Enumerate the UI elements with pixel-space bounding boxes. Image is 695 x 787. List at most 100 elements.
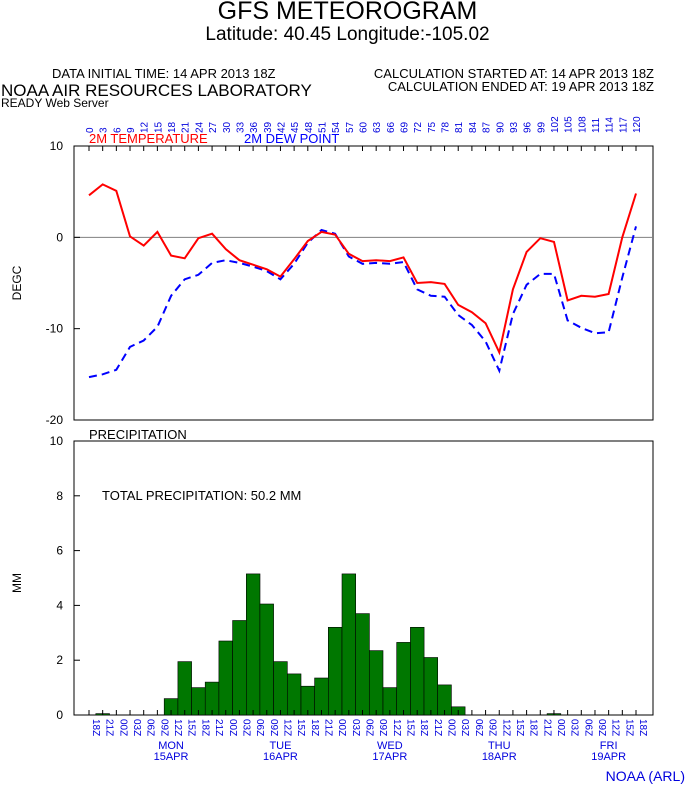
legend-dewpoint: 2M DEW POINT [244,131,339,146]
forecast-hour-label: 96 [523,121,534,133]
precip-bar [286,673,302,716]
time-label: 15Z [186,719,197,736]
forecast-hour-label: 54 [331,121,342,133]
forecast-hour-label: 78 [441,121,452,133]
time-label: 06Z [582,719,593,736]
forecast-hour-label: 111 [591,117,602,133]
forecast-hour-label: 15 [153,121,164,133]
date-label: 16APR [263,751,298,763]
time-label: 21Z [104,719,115,736]
forecast-hour-label: 63 [372,121,383,133]
forecast-hour-label: 102 [550,116,561,133]
precip-y-tick-label: 0 [56,708,63,722]
time-label: 00Z [117,719,128,736]
day-label: THU [488,740,511,752]
time-label: 06Z [364,719,375,736]
time-label: 09Z [596,719,607,736]
day-label: WED [377,740,403,752]
forecast-hour-label: 72 [413,121,424,133]
time-label: 21Z [432,719,443,736]
lab-name: NOAA AIR RESOURCES LABORATORY [1,81,312,100]
forecast-hour-label: 60 [359,121,370,133]
precip-y-tick-label: 4 [56,598,63,612]
forecast-hour-label: 33 [235,121,246,133]
temp-y-axis-label: DEGC [10,265,24,300]
precip-bar [368,650,384,716]
precip-bar [246,573,261,716]
total-precipitation: TOTAL PRECIPITATION: 50.2 MM [102,488,301,503]
time-label: 00Z [555,719,566,736]
precip-y-tick-label: 10 [50,434,64,448]
temp-y-tick-label: -10 [46,322,64,336]
time-label: 00Z [227,719,238,736]
precip-panel-title: PRECIPITATION [89,427,187,442]
precip-bar [327,626,343,716]
time-label: 06Z [145,719,156,736]
time-label: 21Z [213,719,224,736]
precip-y-tick-label: 8 [56,489,63,503]
precip-bar [355,613,370,716]
temp-y-tick-label: 10 [50,139,64,153]
forecast-hour-label: 117 [618,117,629,133]
time-label: 15Z [514,719,525,736]
forecast-hour-label: 57 [345,121,356,133]
precip-bar [314,677,329,716]
server-name: READY Web Server [1,96,109,110]
calculation-started: CALCULATION STARTED AT: 14 APR 2013 18Z [373,66,654,81]
forecast-hour-label: 69 [400,121,411,133]
time-label: 09Z [158,719,169,736]
time-label: 06Z [254,719,265,736]
forecast-hour-label: 6 [112,127,123,133]
precip-bar [396,642,411,716]
forecast-hour-label: 18 [167,121,178,133]
forecast-hour-label: 42 [276,121,287,133]
temp-y-tick-label: 0 [56,230,63,244]
forecast-hour-label: 66 [386,121,397,133]
precip-y-tick-label: 6 [56,544,63,558]
precip-y-tick-label: 2 [56,653,63,667]
forecast-hour-label: 9 [126,127,137,133]
chart-subtitle: Latitude: 40.45 Longitude:-105.02 [205,24,490,45]
time-label: 18Z [528,719,539,736]
temperature-line [88,183,637,356]
time-label: 03Z [569,719,580,736]
forecast-hour-label: 3 [99,127,110,133]
forecast-hour-label: 114 [605,117,616,133]
time-label: 15Z [623,719,634,736]
precip-bar [232,620,247,716]
forecast-hour-label: 99 [536,121,547,133]
time-label: 18Z [199,719,210,736]
time-label: 15Z [295,719,306,736]
time-label: 21Z [322,719,333,736]
forecast-hour-label: 39 [263,121,274,133]
time-label: 03Z [240,719,251,736]
time-label: 18Z [418,719,429,736]
forecast-hour-label: 36 [249,121,260,133]
forecast-hour-label: 48 [304,121,315,133]
forecast-hour-label: 27 [208,121,219,133]
time-label: 12Z [500,719,511,736]
forecast-hour-label: 81 [454,121,465,133]
credit-label: NOAA (ARL) [605,768,685,784]
time-label: 00Z [446,719,457,736]
time-label: 12Z [391,719,402,736]
precip-bar [218,640,233,716]
forecast-hour-label: 108 [577,116,588,133]
precip-bar [273,661,288,716]
forecast-hour-label: 45 [290,121,301,133]
day-label: FRI [600,740,618,752]
forecast-hour-label: 90 [495,121,506,133]
time-label: 09Z [377,719,388,736]
temp-y-tick-label: -20 [46,413,64,427]
forecast-hour-label: 24 [194,121,205,133]
forecast-hour-label: 12 [140,121,151,133]
precip-bar [410,626,425,716]
forecast-hour-label: 51 [317,121,328,133]
time-label: 12Z [281,719,292,736]
time-label: 03Z [131,719,142,736]
time-label: 00Z [336,719,347,736]
day-label: TUE [269,740,291,752]
time-label: 15Z [405,719,416,736]
forecast-hour-label: 0 [85,127,96,133]
